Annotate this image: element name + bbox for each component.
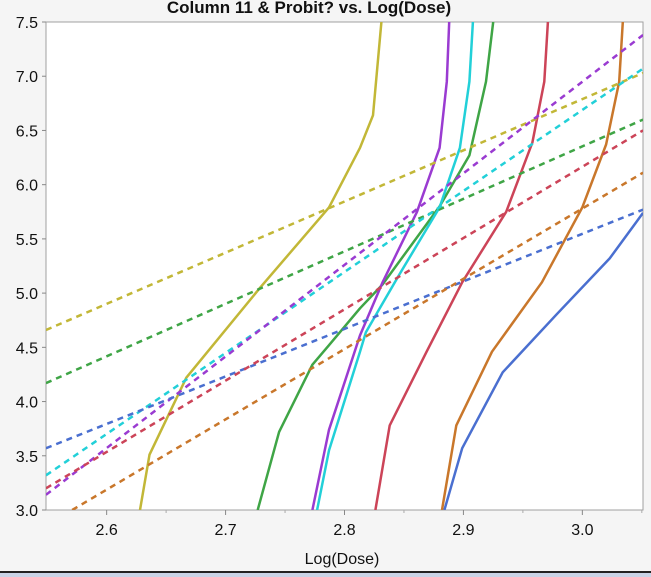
yellow-fit-line	[46, 71, 643, 332]
purple-probit-line	[311, 22, 451, 510]
blue-fit-line	[46, 208, 643, 450]
y-tick-label: 3.0	[16, 503, 38, 520]
chart-title: Column 11 & Probit? vs. Log(Dose)	[167, 0, 451, 17]
x-tick-label: 2.8	[333, 522, 355, 539]
y-tick-label: 3.5	[16, 449, 38, 466]
window-bottom-border	[0, 571, 651, 577]
y-tick-label: 4.0	[16, 395, 38, 412]
x-tick-label: 2.6	[96, 522, 118, 539]
axes: 2.6 2.7 2.8 2.9 3.0 3.0 3.5 4.0 4.5 5.0 5.5 6.0 6.5 7…	[16, 15, 643, 539]
orange-fit-line	[71, 171, 643, 510]
series-group	[46, 22, 643, 510]
green-probit-line	[256, 22, 495, 510]
yellow-probit-line	[138, 22, 383, 510]
x-tick-label: 2.9	[452, 522, 474, 539]
y-tick-label: 5.5	[16, 232, 38, 249]
green-fit-line	[46, 118, 643, 385]
x-axis-label: Log(Dose)	[305, 551, 380, 568]
y-tick-label: 4.5	[16, 340, 38, 357]
orange-probit-line	[440, 22, 625, 510]
y-tick-label: 7.0	[16, 69, 38, 86]
y-tick-label: 7.5	[16, 15, 38, 32]
blue-probit-line	[443, 212, 643, 510]
y-tick-label: 5.0	[16, 286, 38, 303]
x-tick-label: 3.0	[571, 522, 593, 539]
purple-fit-line	[46, 34, 643, 496]
x-tick-label: 2.7	[214, 522, 236, 539]
red-probit-line	[374, 22, 550, 510]
cyan-probit-line	[315, 22, 475, 510]
y-tick-label: 6.0	[16, 178, 38, 195]
y-tick-label: 6.5	[16, 123, 38, 140]
